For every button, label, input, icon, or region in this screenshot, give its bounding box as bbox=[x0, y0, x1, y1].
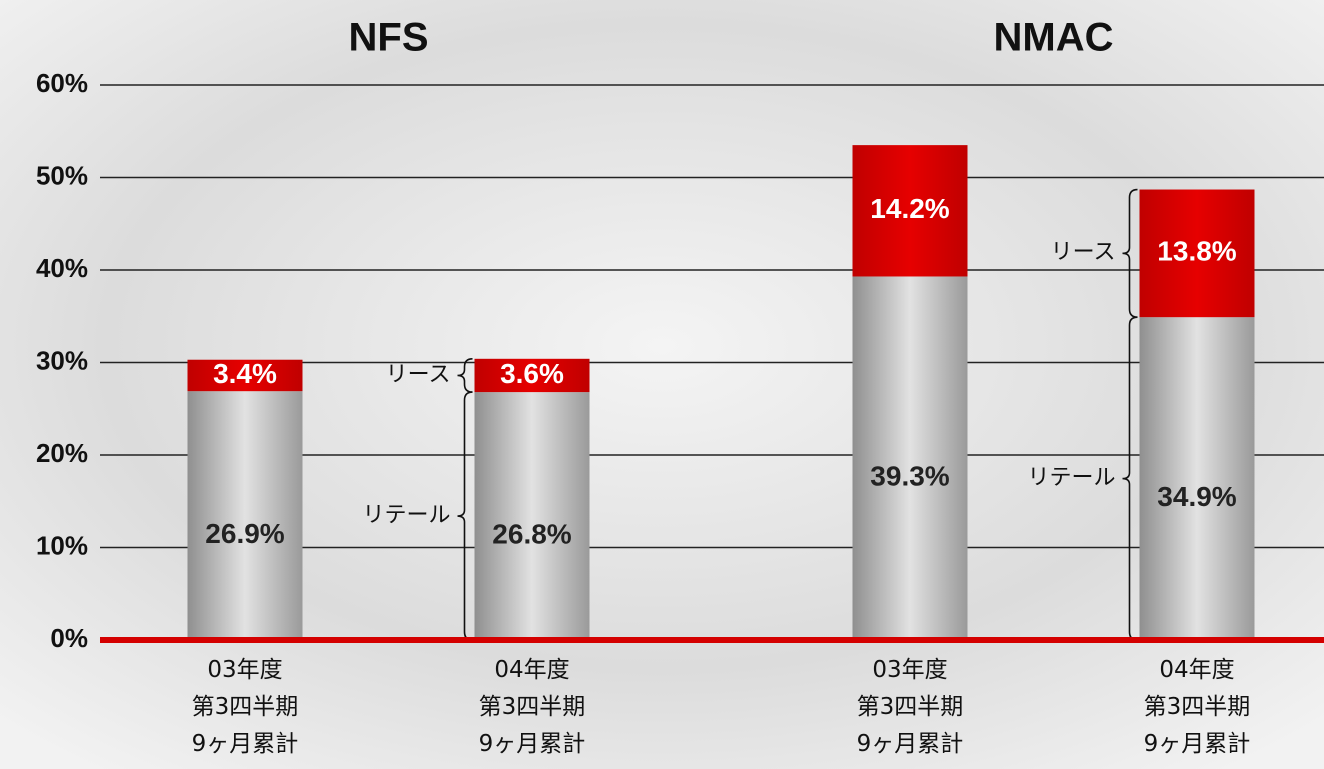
y-tick-label: 30% bbox=[36, 345, 88, 375]
data-label: 26.9% bbox=[205, 518, 284, 549]
group-title: NFS bbox=[349, 16, 429, 60]
bar-segment bbox=[187, 391, 303, 640]
legend-label: リース bbox=[1051, 239, 1116, 264]
bar-segment bbox=[852, 145, 968, 277]
bar-segment bbox=[1139, 317, 1255, 640]
brace bbox=[1122, 188, 1138, 318]
legend-label: リース bbox=[386, 361, 451, 386]
legend-label: リテール bbox=[1027, 464, 1115, 489]
data-label: 26.8% bbox=[492, 518, 571, 549]
y-tick-label: 40% bbox=[36, 253, 88, 283]
data-label: 3.6% bbox=[500, 358, 564, 389]
y-tick-label: 0% bbox=[50, 623, 88, 653]
bar-segment bbox=[474, 392, 590, 640]
brace bbox=[457, 391, 473, 641]
y-tick-label: 60% bbox=[36, 68, 88, 98]
x-tick-label: 04年度 第3四半期 9ヶ月累計 bbox=[1143, 657, 1251, 757]
y-tick-label: 50% bbox=[36, 160, 88, 190]
x-tick-label: 03年度 第3四半期 9ヶ月累計 bbox=[856, 657, 964, 757]
data-label: 3.4% bbox=[213, 358, 277, 389]
data-label: 39.3% bbox=[870, 461, 949, 492]
bar-segment bbox=[474, 358, 590, 393]
bar-segment bbox=[852, 276, 968, 640]
bar-segment bbox=[1139, 189, 1255, 318]
group-title: NMAC bbox=[994, 16, 1114, 60]
data-label: 14.2% bbox=[870, 193, 949, 224]
y-tick-label: 20% bbox=[36, 438, 88, 468]
x-tick-label: 04年度 第3四半期 9ヶ月累計 bbox=[478, 657, 586, 757]
legend-label: リテール bbox=[362, 502, 450, 527]
brace bbox=[457, 358, 473, 393]
brace bbox=[1122, 316, 1138, 641]
data-label: 34.9% bbox=[1157, 481, 1236, 512]
data-label: 13.8% bbox=[1157, 236, 1236, 267]
bar-segment bbox=[187, 359, 303, 392]
x-tick-label: 03年度 第3四半期 9ヶ月累計 bbox=[191, 657, 299, 757]
y-tick-label: 10% bbox=[36, 530, 88, 560]
